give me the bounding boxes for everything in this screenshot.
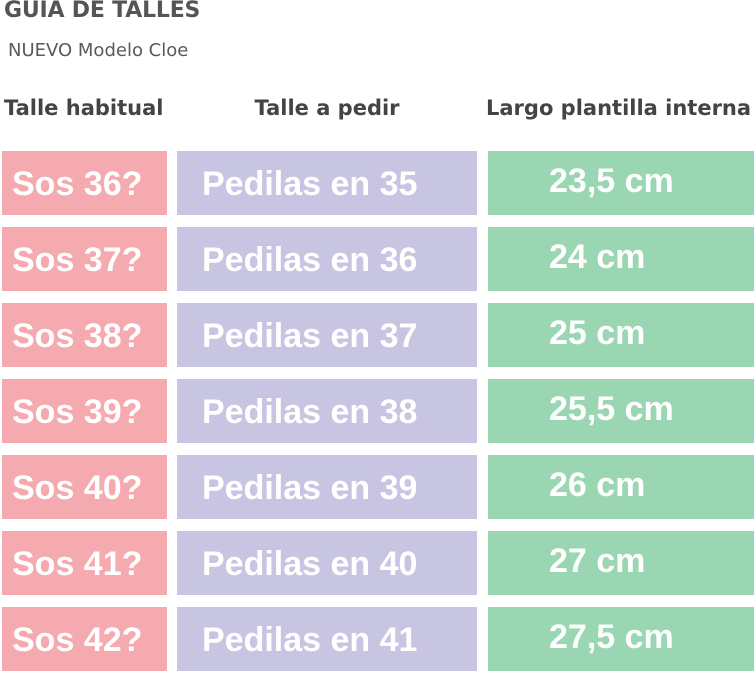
cell-talle-habitual: Sos 41? <box>2 531 167 595</box>
cell-largo-plantilla: 25,5 cm <box>488 379 754 443</box>
table-row: Sos 36? Pedilas en 35 23,5 cm <box>0 151 756 215</box>
cell-talle-habitual: Sos 36? <box>2 151 167 215</box>
page-subtitle: NUEVO Modelo Cloe <box>8 40 189 61</box>
cell-talle-habitual: Sos 42? <box>2 607 167 671</box>
table-row: Sos 40? Pedilas en 39 26 cm <box>0 455 756 519</box>
cell-talle-a-pedir: Pedilas en 38 <box>177 379 477 443</box>
table-row: Sos 41? Pedilas en 40 27 cm <box>0 531 756 595</box>
table-row: Sos 37? Pedilas en 36 24 cm <box>0 227 756 291</box>
header-largo-plantilla: Largo plantilla interna <box>486 96 752 120</box>
table-row: Sos 42? Pedilas en 41 27,5 cm <box>0 607 756 671</box>
page-title: GUIA DE TALLES <box>4 0 201 23</box>
cell-talle-habitual: Sos 37? <box>2 227 167 291</box>
cell-talle-a-pedir: Pedilas en 40 <box>177 531 477 595</box>
cell-talle-a-pedir: Pedilas en 39 <box>177 455 477 519</box>
cell-talle-a-pedir: Pedilas en 36 <box>177 227 477 291</box>
cell-largo-plantilla: 25 cm <box>488 303 754 367</box>
cell-talle-a-pedir: Pedilas en 37 <box>177 303 477 367</box>
cell-largo-plantilla: 23,5 cm <box>488 151 754 215</box>
cell-talle-habitual: Sos 40? <box>2 455 167 519</box>
header-talle-a-pedir: Talle a pedir <box>254 96 400 120</box>
table-row: Sos 39? Pedilas en 38 25,5 cm <box>0 379 756 443</box>
cell-largo-plantilla: 27,5 cm <box>488 607 754 671</box>
cell-talle-habitual: Sos 38? <box>2 303 167 367</box>
cell-talle-a-pedir: Pedilas en 41 <box>177 607 477 671</box>
cell-talle-a-pedir: Pedilas en 35 <box>177 151 477 215</box>
header-talle-habitual: Talle habitual <box>4 96 164 120</box>
cell-talle-habitual: Sos 39? <box>2 379 167 443</box>
table-row: Sos 38? Pedilas en 37 25 cm <box>0 303 756 367</box>
size-table: Sos 36? Pedilas en 35 23,5 cm Sos 37? Pe… <box>0 151 756 683</box>
cell-largo-plantilla: 27 cm <box>488 531 754 595</box>
cell-largo-plantilla: 26 cm <box>488 455 754 519</box>
cell-largo-plantilla: 24 cm <box>488 227 754 291</box>
